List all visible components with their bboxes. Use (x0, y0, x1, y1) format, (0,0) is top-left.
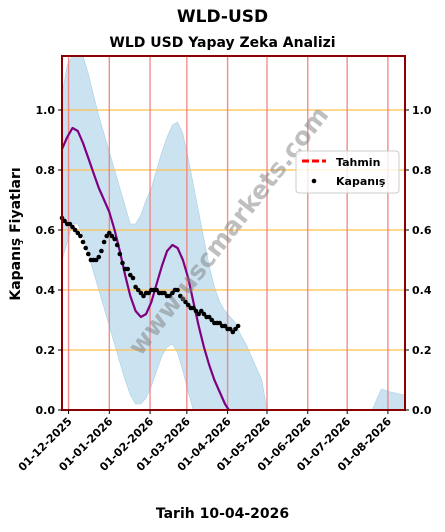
y-tick-label-right: 1.0 (412, 104, 432, 117)
closing-point (162, 290, 167, 296)
closing-point (107, 230, 112, 236)
closing-point (93, 257, 99, 263)
closing-point (80, 239, 86, 245)
closing-point (86, 251, 91, 257)
legend-closing-label: Kapanış (336, 175, 386, 188)
closing-point (201, 311, 207, 317)
y-tick-label-left: 0.6 (36, 224, 56, 237)
closing-point (125, 266, 130, 272)
y-tick-label-left: 1.0 (36, 104, 56, 117)
closing-point (114, 242, 120, 248)
y-tick-label-right: 0.2 (412, 344, 432, 357)
legend-closing-swatch (311, 178, 317, 184)
closing-point (120, 260, 125, 266)
closing-point (191, 305, 196, 311)
closing-point (128, 272, 133, 278)
closing-point (235, 323, 241, 329)
plot-frame (61, 55, 406, 411)
closing-point (233, 326, 238, 332)
closing-point (96, 254, 102, 260)
closing-point (178, 293, 183, 299)
y-tick-label-right: 0.0 (412, 404, 432, 417)
y-tick-label-left: 0.8 (36, 164, 56, 177)
legend-forecast-label: Tahmin (336, 156, 380, 169)
y-tick-label-left: 0.2 (36, 344, 56, 357)
x-axis-label: Tarih 10-04-2026 (155, 506, 290, 522)
closing-point (75, 230, 81, 236)
closing-point (83, 245, 88, 251)
closing-point (154, 287, 159, 293)
chart-title: WLD-USD (176, 7, 269, 27)
closing-point (109, 233, 115, 239)
closing-point (138, 290, 144, 296)
confidence-band (62, 56, 405, 410)
closing-point (196, 311, 201, 317)
closing-point (180, 296, 186, 302)
closing-point (99, 248, 104, 254)
closing-point (217, 320, 222, 326)
closing-point (193, 308, 199, 314)
legend-box (295, 150, 400, 194)
forecast-line (62, 126, 230, 410)
closing-point (67, 221, 73, 227)
closing-point (227, 326, 233, 332)
closing-point (199, 308, 204, 314)
closing-point (185, 302, 191, 308)
closing-point (230, 329, 236, 335)
closing-point (167, 293, 173, 299)
y-tick-label-right: 0.6 (412, 224, 432, 237)
y-tick-label-left: 0.4 (36, 284, 56, 297)
closing-point (72, 227, 78, 233)
closing-point (112, 236, 117, 242)
closing-point (62, 218, 67, 224)
closing-point (78, 233, 83, 239)
closing-point (135, 287, 141, 293)
y-tick-label-right: 0.4 (412, 284, 432, 297)
closing-point (141, 293, 146, 299)
closing-point (206, 314, 212, 320)
y-tick-label-left: 0.0 (36, 404, 56, 417)
closing-point (175, 287, 180, 293)
closing-point (117, 251, 123, 257)
closing-point (146, 290, 151, 296)
closing-point (222, 323, 228, 329)
closing-point (130, 275, 136, 281)
closing-point (70, 224, 75, 230)
closing-point (104, 233, 109, 239)
y-tick-label-right: 0.8 (412, 164, 432, 177)
closing-point (183, 299, 188, 305)
closing-point (170, 290, 175, 296)
y-axis-label: Kapanış Fiyatları (8, 167, 24, 300)
chart-subtitle: WLD USD Yapay Zeka Analizi (109, 35, 336, 51)
closing-point (101, 239, 107, 245)
closing-point (209, 317, 215, 323)
closing-point (133, 284, 138, 290)
